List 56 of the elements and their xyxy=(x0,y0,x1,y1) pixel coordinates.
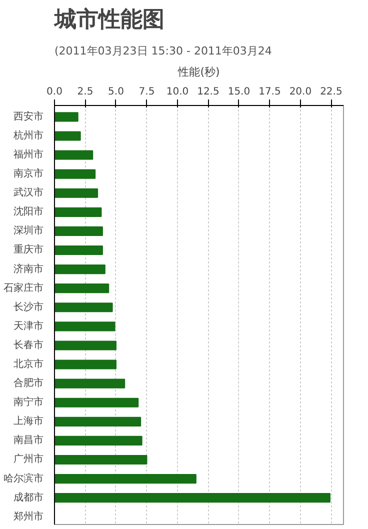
x-axis-title: 性能(秒) xyxy=(177,66,220,78)
x-tick-label: 17.5 xyxy=(258,86,281,98)
bar xyxy=(54,112,78,122)
y-tick-label: 杭州市 xyxy=(12,129,44,142)
x-tick-label: 22.5 xyxy=(320,86,342,98)
y-tick-label: 南京市 xyxy=(14,168,44,180)
x-tick-label: 5.0 xyxy=(108,86,124,98)
chart-title: 城市性能图 xyxy=(54,6,164,32)
bar xyxy=(54,378,126,388)
x-tick-label: 10.0 xyxy=(166,86,189,98)
y-tick-label: 重庆市 xyxy=(14,244,44,256)
y-tick-label: 石家庄市 xyxy=(4,282,44,294)
y-tick-label: 福州市 xyxy=(14,148,44,161)
bar xyxy=(54,416,142,426)
y-tick-label: 郑州市 xyxy=(14,510,44,522)
y-tick-label: 南昌市 xyxy=(14,434,44,446)
bar xyxy=(54,360,116,370)
bar xyxy=(54,188,98,198)
bar xyxy=(54,284,110,294)
x-tick-label: 7.5 xyxy=(138,86,155,98)
y-tick-label: 深圳市 xyxy=(14,224,44,237)
bar xyxy=(54,474,196,484)
x-tick-label: 0.0 xyxy=(46,86,62,98)
bar xyxy=(54,169,96,179)
bar xyxy=(54,454,148,465)
y-tick-label: 广州市 xyxy=(14,453,44,466)
y-tick-label: 成都市 xyxy=(14,491,44,504)
y-tick-label: 西安市 xyxy=(14,110,44,122)
y-tick-label: 北京市 xyxy=(14,358,44,370)
bar xyxy=(54,131,81,141)
y-tick-label: 沈阳市 xyxy=(14,206,44,218)
bar xyxy=(54,226,103,236)
chart-subtitle: (2011年03月23日 15:30 - 2011年03月24 xyxy=(54,44,272,58)
y-tick-label: 上海市 xyxy=(14,415,44,428)
bar xyxy=(54,493,330,503)
y-tick-label: 合肥市 xyxy=(14,377,44,390)
bar xyxy=(54,150,94,160)
bar xyxy=(54,340,116,350)
y-tick-label: 武汉市 xyxy=(14,186,44,199)
x-tick-label: 2.5 xyxy=(77,86,94,98)
bar xyxy=(54,245,103,256)
y-tick-label: 南宁市 xyxy=(14,396,44,408)
y-tick-label: 天津市 xyxy=(14,320,44,332)
bar xyxy=(54,436,142,446)
bar xyxy=(54,398,139,408)
y-tick-label: 长春市 xyxy=(14,338,44,351)
bar xyxy=(54,322,116,332)
x-tick-label: 12.5 xyxy=(197,86,220,98)
y-tick-label: 长沙市 xyxy=(14,300,44,313)
x-tick-label: 20.0 xyxy=(289,86,312,98)
bar xyxy=(54,207,102,217)
bar xyxy=(54,302,113,312)
bar xyxy=(54,264,106,274)
y-tick-label: 济南市 xyxy=(14,262,44,275)
y-tick-label: 哈尔滨市 xyxy=(4,472,44,484)
x-tick-label: 15.0 xyxy=(228,86,250,98)
